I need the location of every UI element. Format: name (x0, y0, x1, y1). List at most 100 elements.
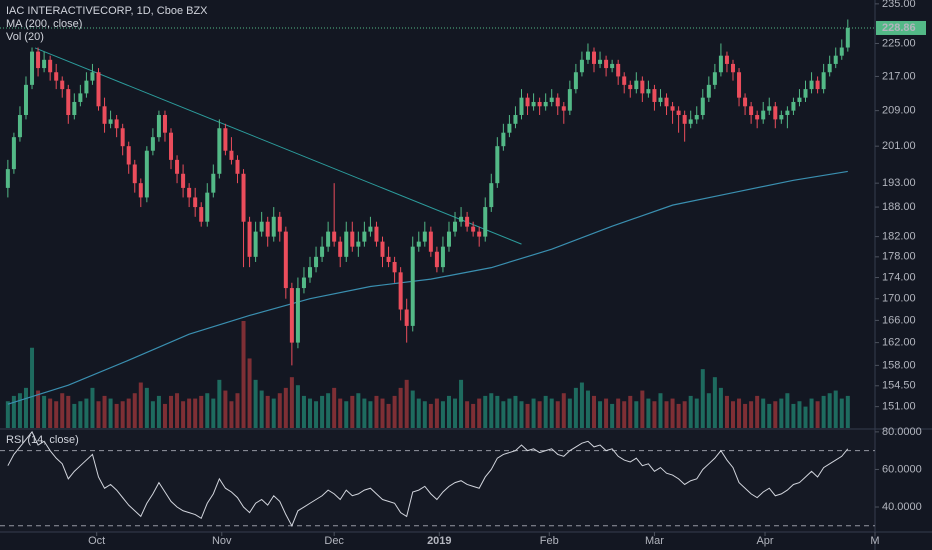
candle-body (265, 221, 270, 237)
volume-bar (610, 403, 615, 428)
ma-legend: MA (200, close) (6, 18, 82, 30)
candle-body (616, 63, 621, 77)
volume-bar (54, 401, 59, 428)
volume-bar (827, 393, 832, 428)
volume-bar (845, 395, 850, 428)
candle-body (277, 216, 282, 232)
candle-body (416, 241, 421, 247)
candle-body (422, 231, 427, 242)
candle-body (555, 97, 560, 107)
volume-bar (84, 398, 89, 428)
candle-body (537, 101, 542, 107)
candle-body (567, 89, 572, 111)
candle-body (573, 72, 578, 90)
candle-body (23, 84, 28, 116)
candle-body (440, 246, 445, 268)
candle-body (779, 115, 784, 120)
volume-bar (181, 401, 186, 428)
candle-body (120, 128, 125, 147)
rsi-pane (0, 430, 875, 532)
candle-body (767, 106, 772, 111)
candle-body (187, 187, 192, 198)
candle-body (295, 288, 300, 343)
last-price-box (876, 20, 926, 35)
volume-bar (446, 395, 451, 428)
volume-bar (102, 395, 107, 428)
candle-body (670, 106, 675, 111)
candle-body (658, 97, 663, 102)
ma-line (7, 170, 848, 405)
candle-body (150, 137, 155, 151)
volume-bar (730, 401, 735, 428)
volume-bar (289, 377, 294, 428)
candle-body (495, 146, 500, 184)
candle-body (17, 115, 22, 138)
candle-body (773, 106, 778, 120)
volume-bar (344, 401, 349, 428)
volume-bar (326, 393, 331, 428)
volume-bar (634, 401, 639, 428)
volume-bar (199, 395, 204, 428)
candle-body (162, 115, 167, 133)
candle-body (217, 128, 222, 174)
candle-body (543, 101, 548, 107)
candle-body (90, 72, 95, 81)
candle-body (199, 207, 204, 222)
volume-bar (646, 398, 651, 428)
y-tick-label: 158.00 (882, 359, 916, 371)
trend-line (34, 47, 522, 245)
volume-bar (743, 403, 748, 428)
volume-bar (17, 393, 22, 428)
candle-body (453, 221, 458, 232)
candle-body (320, 246, 325, 257)
candle-body (314, 256, 319, 268)
x-tick-label: M (870, 535, 879, 547)
volume-bar (211, 398, 216, 428)
candle-body (507, 123, 512, 133)
volume-bar (833, 390, 838, 428)
candle-body (525, 97, 530, 107)
candle-body (72, 101, 77, 116)
volume-bar (700, 369, 705, 428)
candle-body (253, 231, 258, 257)
x-tick-label: Oct (88, 535, 105, 547)
volume-bar (791, 403, 796, 428)
volume-bar (217, 379, 222, 428)
candle-body (610, 63, 615, 69)
candle-body (368, 226, 373, 232)
candle-body (839, 47, 844, 56)
candle-body (434, 251, 439, 268)
volume-bar (392, 395, 397, 428)
volume-bar (156, 395, 161, 428)
volume-bar (815, 401, 820, 428)
candle-body (634, 80, 639, 90)
candle-body (459, 216, 464, 222)
candle-body (803, 89, 808, 98)
volume-bar (422, 401, 427, 428)
y-tick-label: 174.00 (882, 271, 916, 283)
y-tick-label: 188.00 (882, 201, 916, 213)
candle-body (815, 80, 820, 90)
volume-bar (779, 398, 784, 428)
candle-body (356, 241, 361, 247)
candle-body (797, 97, 802, 102)
candle-body (592, 51, 597, 64)
volume-bar (386, 403, 391, 428)
volume-bar (737, 398, 742, 428)
y-tick-label: 225.00 (882, 37, 916, 49)
volume-bar (549, 398, 554, 428)
candle-body (108, 119, 113, 124)
volume-bar (416, 398, 421, 428)
candle-body (169, 132, 174, 160)
candle-body (646, 89, 651, 94)
candle-body (271, 216, 276, 237)
y-tick-label: 166.00 (882, 314, 916, 326)
candle-body (694, 115, 699, 120)
candle-body (42, 59, 47, 69)
y-tick-label: 193.00 (882, 177, 916, 189)
volume-bar (561, 393, 566, 428)
volume-bar (169, 395, 174, 428)
volume-bar (350, 395, 355, 428)
volume-bar (555, 401, 560, 428)
candle-body (465, 216, 470, 227)
